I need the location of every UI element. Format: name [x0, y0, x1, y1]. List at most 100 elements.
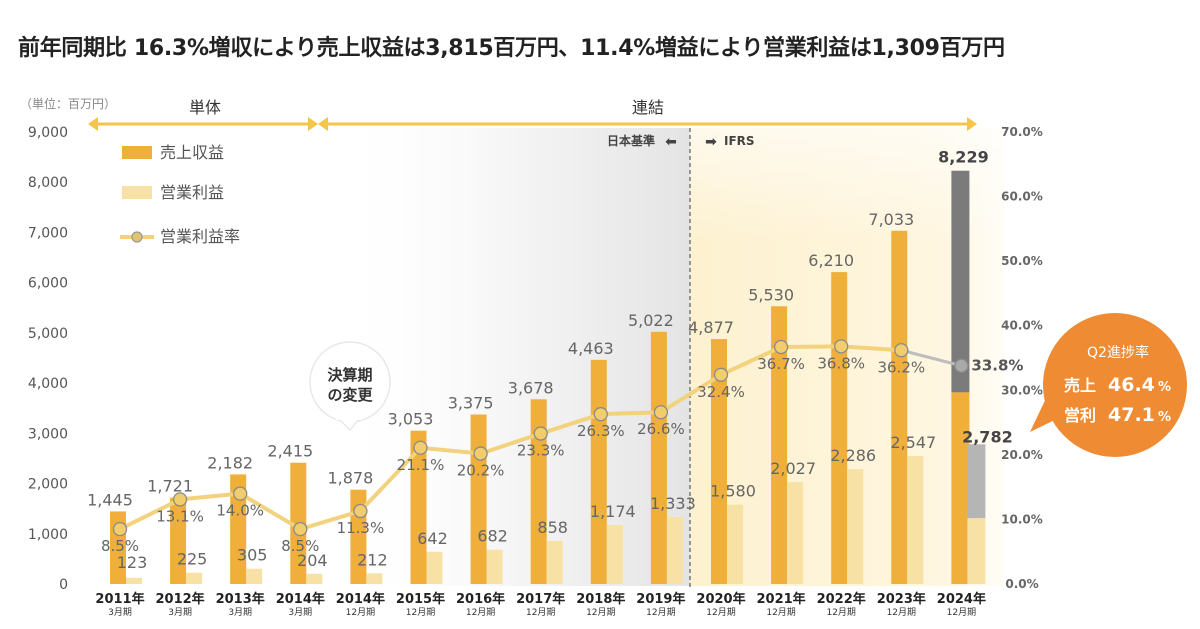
- profit-bar: [967, 518, 986, 584]
- q2-title: Q2進捗率: [1087, 344, 1149, 361]
- margin-point: [112, 521, 128, 537]
- margin-value-label: 36.2%: [877, 358, 925, 376]
- margin-value-label: 33.8%: [971, 357, 1023, 375]
- x-tick-period: 12月期: [406, 607, 435, 618]
- margin-line: [112, 339, 969, 537]
- y-right-tick-label: 40.0%: [1001, 319, 1043, 333]
- margin-point: [834, 339, 849, 354]
- x-tick-year: 2019年: [636, 591, 685, 607]
- legend-margin-marker: [131, 231, 143, 243]
- profit-bar: [186, 572, 203, 584]
- segment-consolidated-label: 連結: [632, 98, 664, 117]
- x-tick-year: 2013年: [216, 591, 265, 607]
- profit-bar: [666, 517, 683, 584]
- sales-value-label: 3,053: [388, 410, 434, 429]
- y-left-tick-label: 1,000: [28, 527, 68, 543]
- x-tick-period: 12月期: [346, 607, 375, 618]
- callout-line-1: 決算期: [327, 366, 372, 384]
- profit-value-label: 2,286: [830, 446, 876, 465]
- sales-bar: [771, 306, 788, 584]
- x-tick-year: 2011年: [95, 591, 144, 607]
- margin-value-label: 20.2%: [457, 462, 505, 480]
- margin-point: [293, 521, 308, 537]
- margin-point: [473, 446, 488, 461]
- sales-bar: [951, 392, 970, 584]
- profit-bar: [727, 504, 743, 584]
- x-tick-period: 3月期: [288, 607, 312, 618]
- sales-value-label: 5,022: [628, 311, 674, 330]
- margin-forecast-segment: [900, 348, 962, 368]
- y-left-tick-label: 4,000: [28, 376, 68, 392]
- sales-value-label: 8,229: [938, 148, 989, 167]
- y-left-tick-label: 5,000: [28, 326, 68, 342]
- q2-sales-pct: %: [1158, 380, 1171, 395]
- profit-bar: [306, 573, 323, 584]
- y-left-tick-label: 6,000: [28, 276, 68, 292]
- margin-point: [954, 358, 969, 373]
- profit-bar: [847, 469, 864, 584]
- profit-value-label: 642: [417, 529, 448, 548]
- x-tick-period: 3月期: [228, 607, 252, 618]
- q2-profit-pct: %: [1158, 410, 1171, 425]
- profit-value-label: 1,333: [650, 494, 696, 513]
- x-tick-year: 2023年: [877, 591, 926, 607]
- x-tick-period: 3月期: [108, 607, 132, 618]
- y-left-tick-label: 0: [59, 577, 68, 593]
- sales-bar: [831, 272, 848, 584]
- margin-value-label: 21.1%: [397, 456, 445, 474]
- q2-profit-label: 営利: [1064, 406, 1096, 425]
- legend-sales-label: 売上収益: [160, 143, 224, 162]
- standard-ifrs-label: IFRS: [724, 134, 755, 148]
- x-tick-period: 12月期: [586, 607, 615, 618]
- legend-margin-label: 営業利益率: [160, 227, 240, 246]
- sales-value-label: 7,033: [868, 210, 914, 229]
- margin-value-label: 36.7%: [757, 355, 805, 373]
- segment-single-arrow: [88, 117, 318, 131]
- y-left-tick-label: 7,000: [28, 225, 68, 241]
- profit-value-label: 1,174: [590, 502, 636, 521]
- callout-line-2: の変更: [327, 386, 373, 404]
- margin-point: [773, 339, 789, 355]
- sales-value-label: 6,210: [808, 251, 854, 270]
- legend-sales-swatch: [122, 146, 152, 159]
- profit-forecast-bar: [967, 444, 986, 519]
- x-tick-year: 2016年: [456, 591, 505, 607]
- y-right-tick-label: 20.0%: [1001, 448, 1043, 462]
- profit-value-label: 858: [537, 518, 568, 537]
- margin-point: [533, 426, 548, 441]
- legend-profit-label: 営業利益: [160, 183, 224, 202]
- fiscal-change-callout: 決算期 の変更: [309, 341, 391, 432]
- x-axis: 2011年3月期2012年3月期2013年3月期2014年3月期2014年12月…: [95, 591, 986, 618]
- x-tick-year: 2020年: [696, 591, 745, 607]
- y-left-tick-label: 2,000: [28, 477, 68, 493]
- jgaap-background: [330, 128, 690, 586]
- profit-bar: [907, 456, 924, 584]
- sales-bar: [711, 339, 727, 584]
- profit-bar: [486, 549, 503, 584]
- standard-jp-arrow-icon: ⬅: [665, 134, 677, 150]
- sales-value-label: 5,530: [748, 285, 794, 304]
- x-tick-period: 3月期: [168, 607, 192, 618]
- q2-sales-label: 売上: [1064, 376, 1096, 395]
- q2-profit-value: 47.1: [1108, 404, 1155, 426]
- sales-bar: [410, 430, 427, 584]
- sales-bar: [650, 331, 667, 584]
- y-left-tick-label: 9,000: [28, 125, 68, 141]
- margin-value-label: 26.6%: [637, 420, 685, 438]
- margin-value-label: 8.5%: [101, 537, 139, 555]
- sales-bar: [470, 414, 487, 584]
- margin-value-label: 26.3%: [577, 422, 625, 440]
- standard-ifrs-arrow-icon: ➡: [705, 134, 717, 150]
- profit-value-label: 1,580: [710, 482, 756, 501]
- y-right-tick-label: 10.0%: [1001, 512, 1043, 526]
- profit-value-label: 123: [117, 553, 148, 572]
- margin-point: [593, 407, 608, 422]
- sales-bar: [170, 497, 187, 584]
- profit-bar: [787, 482, 804, 584]
- margin-value-label: 11.3%: [337, 519, 385, 537]
- value-labels: 1,445 123 1,721 225 2,182 305 2,415 204 1,878 212…: [87, 148, 1023, 572]
- q2-sales-value: 46.4: [1108, 374, 1155, 396]
- x-tick-period: 12月期: [646, 607, 675, 618]
- profit-value-label: 682: [477, 527, 508, 546]
